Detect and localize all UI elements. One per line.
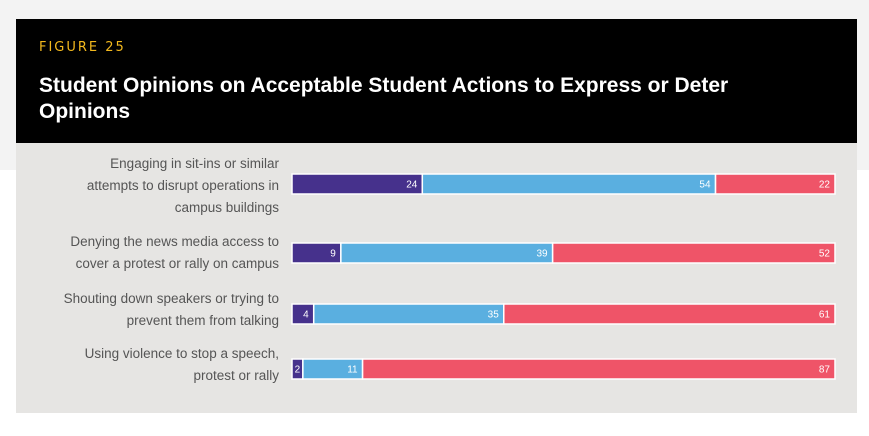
bar-segment <box>340 242 554 264</box>
data-label: 22 <box>819 180 831 191</box>
bar-segment <box>714 173 836 195</box>
data-label: 4 <box>303 310 309 321</box>
data-label: 87 <box>819 365 831 376</box>
data-label: 24 <box>406 180 418 191</box>
bar-segment <box>291 173 424 195</box>
bar-segment <box>361 358 836 380</box>
category-label-3: Shouting down speakers or trying to prev… <box>19 288 279 332</box>
bar-segment <box>312 303 505 325</box>
bar-segment <box>503 303 836 325</box>
category-labels: Engaging in sit-ins or similar attempts … <box>16 19 279 413</box>
category-label-line: prevent them from talking <box>126 313 279 328</box>
data-label: 39 <box>537 249 549 260</box>
figure-label: FIGURE 25 <box>39 40 126 55</box>
data-label: 9 <box>330 249 336 260</box>
data-label: 11 <box>347 365 358 376</box>
category-label-line: attempts to disrupt operations in <box>86 178 279 193</box>
category-label-line: Engaging in sit-ins or similar <box>110 156 279 171</box>
figure-header: FIGURE 25 Student Opinions on Acceptable… <box>16 19 857 143</box>
category-label-line: Denying the news media access to <box>70 234 279 249</box>
category-label-1: Engaging in sit-ins or similar attempts … <box>19 153 279 219</box>
category-label-line: Shouting down speakers or trying to <box>63 291 279 306</box>
category-label-line: protest or rally <box>193 368 279 383</box>
data-label: 52 <box>819 249 831 260</box>
data-label: 2 <box>295 365 301 376</box>
figure-card: FIGURE 25 Student Opinions on Acceptable… <box>16 19 857 413</box>
category-label-line: cover a protest or rally on campus <box>75 256 279 271</box>
stacked-bar-chart: 24 54 22 9 39 52 4 35 61 2 11 87 <box>291 173 836 380</box>
bar-segment <box>551 242 836 264</box>
data-label: 54 <box>699 180 711 191</box>
bar-segment <box>421 173 717 195</box>
data-label: 61 <box>819 310 831 321</box>
category-label-4: Using violence to stop a speech, protest… <box>19 343 279 387</box>
chart-title: Student Opinions on Acceptable Student A… <box>39 74 729 123</box>
data-label: 35 <box>488 310 500 321</box>
category-label-line: campus buildings <box>174 200 279 215</box>
category-label-2: Denying the news media access to cover a… <box>19 231 279 275</box>
category-label-line: Using violence to stop a speech, <box>84 346 279 361</box>
